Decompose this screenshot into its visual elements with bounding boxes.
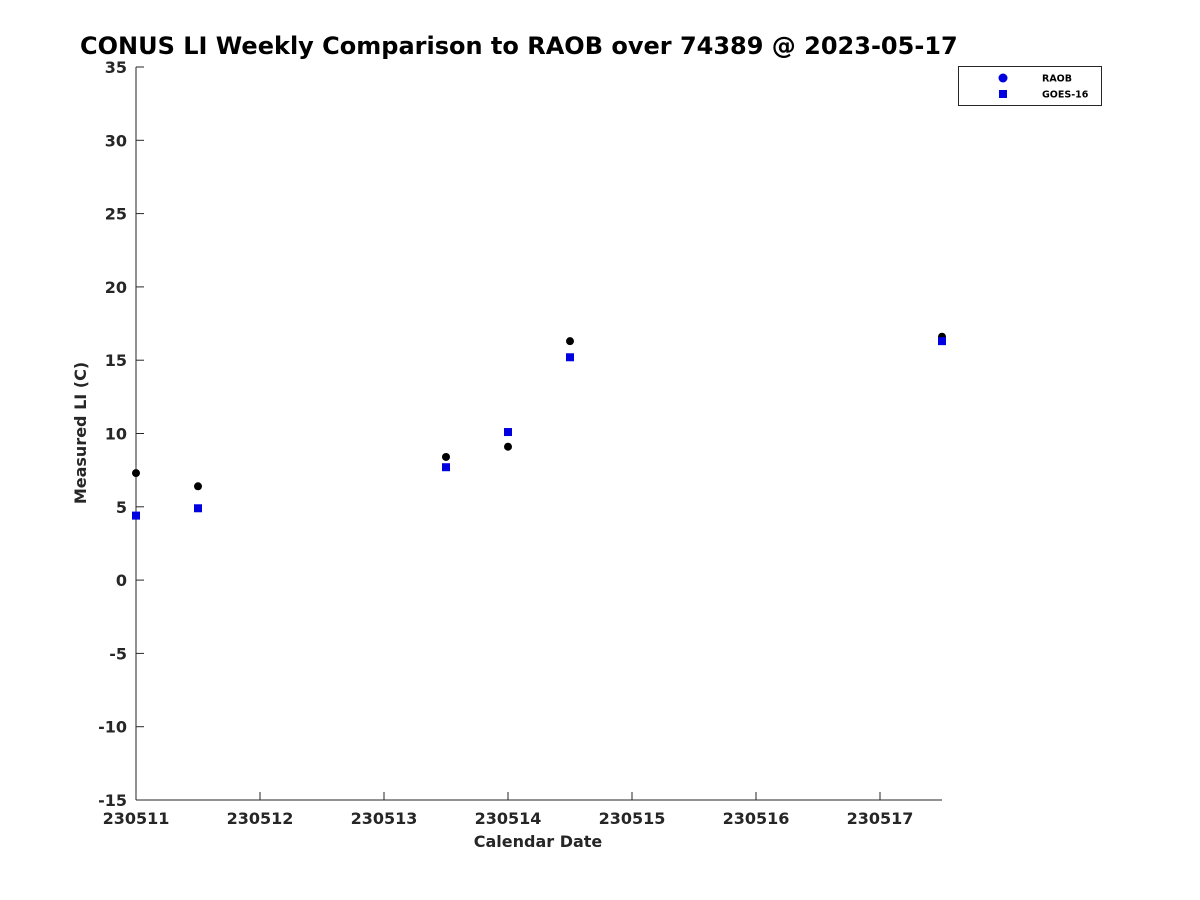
y-tick-label: -15 <box>98 791 127 810</box>
legend-goes-16-marker <box>999 90 1007 98</box>
x-tick-label: 230515 <box>599 809 666 828</box>
goes-16-point <box>132 511 140 520</box>
y-axis-label: Measured LI (C) <box>71 362 90 504</box>
x-tick-label: 230513 <box>351 809 418 828</box>
legend-box <box>958 66 1102 106</box>
y-tick-label: 25 <box>105 205 127 224</box>
legend: RAOB GOES-16 <box>958 66 1102 106</box>
y-tick-label: 15 <box>105 351 127 370</box>
chart-title: CONUS LI Weekly Comparison to RAOB over … <box>80 32 958 60</box>
raob-point <box>566 337 574 346</box>
y-tick-label: 0 <box>116 571 127 590</box>
x-axis-label: Calendar Date <box>474 832 603 851</box>
goes-16-point <box>194 504 202 513</box>
raob-point <box>132 469 140 478</box>
y-tick-label: -10 <box>98 718 127 737</box>
y-tick-label: 10 <box>105 425 127 444</box>
y-tick-label: 35 <box>105 58 127 77</box>
legend-goes-16-label: GOES-16 <box>1042 90 1089 101</box>
legend-raob-marker <box>998 73 1008 83</box>
x-tick-label: 230516 <box>723 809 790 828</box>
y-tick-label: 30 <box>105 131 127 150</box>
raob-point <box>504 442 512 451</box>
x-tick-label: 230512 <box>227 809 294 828</box>
legend-raob-label: RAOB <box>1042 74 1072 85</box>
y-tick-label: 20 <box>105 278 127 297</box>
goes-16-point <box>938 337 946 346</box>
x-tick-label: 230514 <box>475 809 542 828</box>
x-tick-label: 230517 <box>847 809 914 828</box>
goes-16-point <box>504 428 512 437</box>
raob-point <box>194 482 202 491</box>
y-tick-label: 5 <box>116 498 127 517</box>
raob-point <box>442 452 450 461</box>
goes-16-point <box>442 463 450 472</box>
goes-16-point <box>566 353 574 362</box>
x-tick-label: 230511 <box>103 809 170 828</box>
y-tick-label: -5 <box>109 644 127 663</box>
